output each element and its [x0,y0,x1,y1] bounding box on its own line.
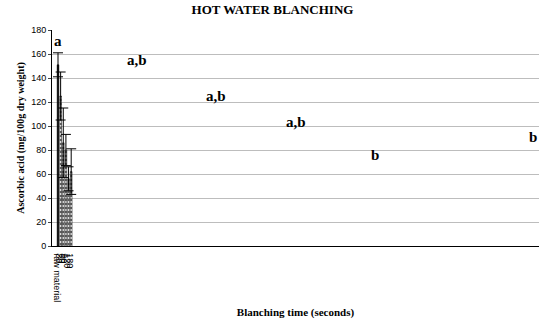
svg-text:b: b [529,129,537,145]
svg-text:160: 160 [31,49,46,59]
svg-text:b: b [371,147,379,163]
svg-text:a,b: a,b [286,114,306,130]
svg-text:0: 0 [41,241,46,251]
svg-text:a,b: a,b [127,52,147,68]
svg-text:120: 120 [62,253,72,268]
svg-text:a,b: a,b [206,88,226,104]
svg-text:180: 180 [31,25,46,35]
svg-text:20: 20 [36,217,46,227]
svg-text:180: 180 [65,253,75,268]
svg-text:HOT WATER BLANCHING: HOT WATER BLANCHING [192,2,354,17]
svg-text:120: 120 [31,97,46,107]
svg-text:30: 30 [54,253,64,263]
svg-text:Ascorbic acid (mg/100g dry wei: Ascorbic acid (mg/100g dry weight) [15,62,27,214]
svg-text:90: 90 [59,253,69,263]
svg-text:raw material: raw material [52,253,62,302]
svg-text:Blanching time (seconds): Blanching time (seconds) [237,306,355,319]
svg-text:140: 140 [31,73,46,83]
svg-text:a: a [54,33,62,49]
svg-text:80: 80 [36,145,46,155]
svg-text:40: 40 [36,193,46,203]
svg-text:60: 60 [57,253,67,263]
svg-text:100: 100 [31,121,46,131]
svg-text:60: 60 [36,169,46,179]
